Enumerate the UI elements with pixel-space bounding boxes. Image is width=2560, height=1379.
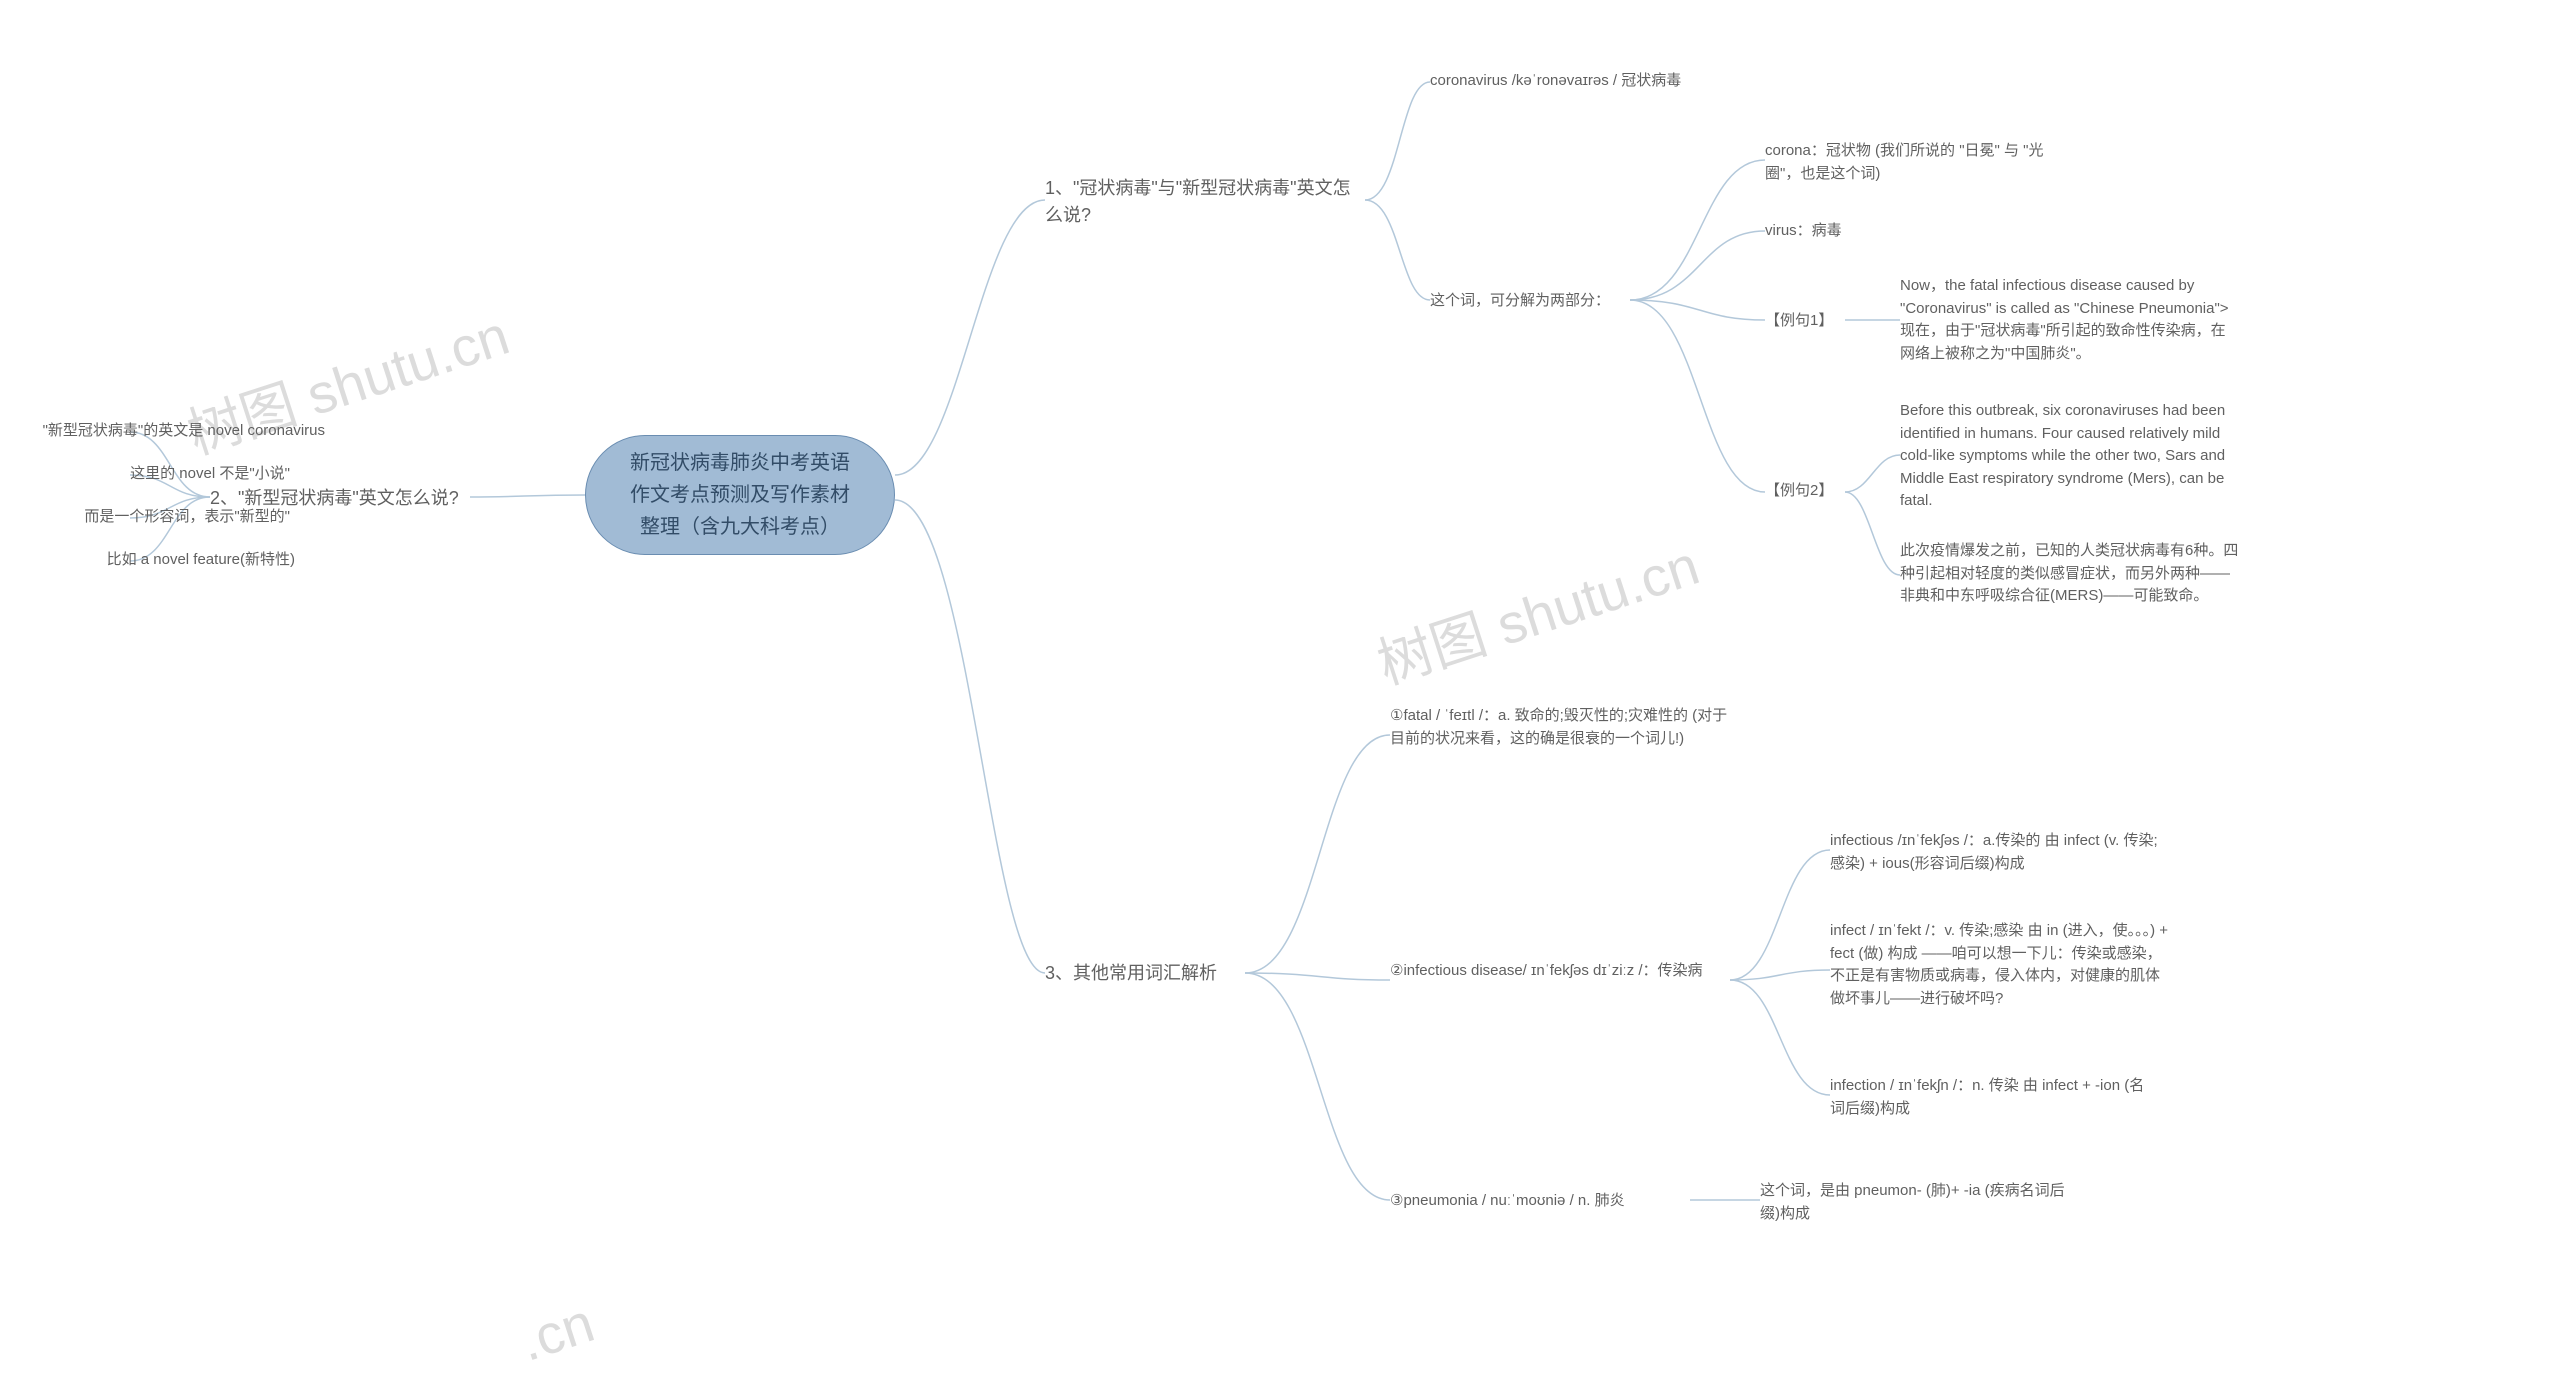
branch-1[interactable]: 1、"冠状病毒"与"新型冠状病毒"英文怎么说?	[1045, 175, 1365, 229]
b1-c2-d3: 【例句1】	[1765, 310, 1845, 333]
b2-l4: 比如 a novel feature(新特性)	[65, 549, 295, 572]
b3-c2: ②infectious disease/ ɪnˈfekʃəs dɪˈziːz /…	[1390, 960, 1730, 983]
b1-c2-d2: virus：病毒	[1765, 220, 1885, 243]
b1-c2-d4-e2: 此次疫情爆发之前，已知的人类冠状病毒有6种。四种引起相对轻度的类似感冒症状，而另…	[1900, 540, 2240, 608]
b3-c2-d1: infectious /ɪnˈfekʃəs /：a.传染的 由 infect (…	[1830, 830, 2160, 875]
b3-c1: ①fatal / ˈfeɪtl /：a. 致命的;毁灭性的;灾难性的 (对于目前…	[1390, 705, 1740, 750]
b3-c2-d3: infection / ɪnˈfekʃn /：n. 传染 由 infect + …	[1830, 1075, 2150, 1120]
center-node[interactable]: 新冠状病毒肺炎中考英语 作文考点预测及写作素材 整理（含九大科考点）	[585, 435, 895, 555]
center-node-label: 新冠状病毒肺炎中考英语 作文考点预测及写作素材 整理（含九大科考点）	[630, 447, 850, 543]
b1-c1: coronavirus /kəˈronəvaɪrəs / 冠状病毒	[1430, 70, 1770, 93]
b2-l3: 而是一个形容词，表示"新型的"	[50, 506, 290, 529]
b1-c2-d4-e1: Before this outbreak, six coronaviruses …	[1900, 400, 2240, 513]
branch-3[interactable]: 3、其他常用词汇解析	[1045, 960, 1245, 987]
b1-c2-d4: 【例句2】	[1765, 480, 1845, 503]
b2-l2: 这里的 novel 不是"小说"	[90, 463, 290, 486]
b2-l1: "新型冠状病毒"的英文是 novel coronavirus	[0, 420, 325, 443]
b1-c2: 这个词，可分解为两部分：	[1430, 290, 1630, 313]
b1-c2-d3-child: Now，the fatal infectious disease caused …	[1900, 275, 2240, 365]
b3-c3: ③pneumonia / nuːˈmoʊniə / n. 肺炎	[1390, 1190, 1690, 1213]
b3-c2-d2: infect / ɪnˈfekt /：v. 传染;感染 由 in (进入，使。。…	[1830, 920, 2170, 1010]
b3-c3-child: 这个词，是由 pneumon- (肺)+ -ia (疾病名词后缀)构成	[1760, 1180, 2080, 1225]
b1-c2-d1: corona：冠状物 (我们所说的 "日冕" 与 "光圈"，也是这个词)	[1765, 140, 2075, 185]
